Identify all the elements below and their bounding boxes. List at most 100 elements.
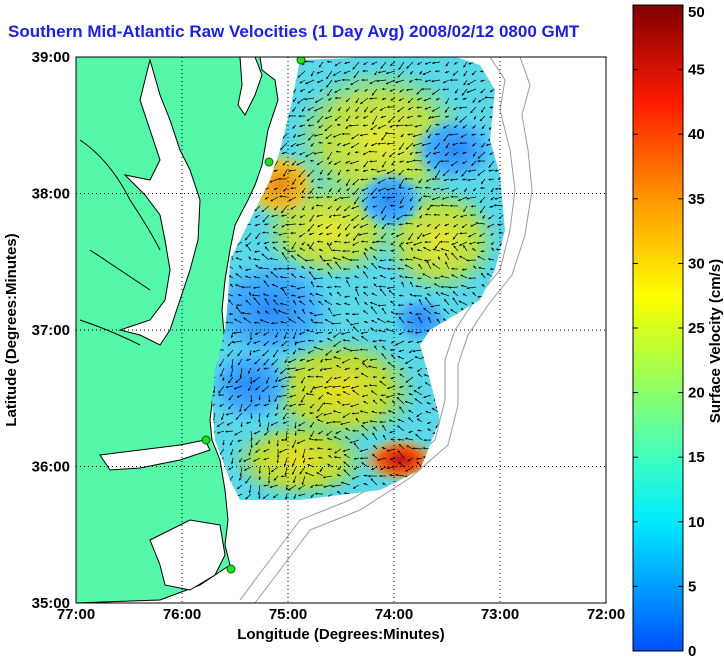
velocity-vector-head bbox=[263, 241, 267, 245]
velocity-vector-head bbox=[397, 418, 401, 422]
velocity-vector-head bbox=[378, 285, 381, 288]
velocity-vector-head bbox=[381, 376, 385, 379]
velocity-vector-head bbox=[336, 208, 339, 211]
velocity-vector-head bbox=[218, 393, 221, 397]
velocity-vector-head bbox=[273, 308, 276, 311]
velocity-vector-head bbox=[266, 428, 269, 431]
velocity-vector-head bbox=[470, 213, 473, 217]
velocity-vector-head bbox=[352, 313, 355, 316]
velocity-vector-head bbox=[363, 291, 366, 295]
velocity-vector-head bbox=[361, 425, 364, 428]
velocity-vector-head bbox=[345, 276, 348, 280]
velocity-vector-head bbox=[362, 69, 365, 73]
velocity-vector-head bbox=[319, 469, 323, 472]
velocity-vector-head bbox=[225, 385, 229, 389]
velocity-vector-head bbox=[309, 246, 312, 250]
velocity-vector-head bbox=[477, 255, 480, 259]
velocity-vector-head bbox=[249, 381, 253, 385]
velocity-vector-head bbox=[488, 169, 491, 172]
velocity-vector-head bbox=[280, 302, 283, 305]
velocity-vector-head bbox=[282, 240, 285, 244]
velocity-vector-head bbox=[410, 281, 413, 285]
velocity-vector-head bbox=[325, 136, 329, 139]
velocity-vector-head bbox=[309, 411, 312, 415]
colorbar-tick-label: 35 bbox=[688, 191, 705, 208]
velocity-vector-head bbox=[397, 109, 400, 113]
velocity-vector-head bbox=[236, 395, 240, 398]
velocity-vector-head bbox=[313, 152, 316, 155]
velocity-vector-head bbox=[363, 62, 366, 65]
velocity-vector-head bbox=[406, 160, 409, 164]
velocity-vector-head bbox=[396, 397, 400, 400]
velocity-vector-head bbox=[489, 205, 492, 208]
velocity-vector-head bbox=[495, 187, 498, 191]
velocity-vector-head bbox=[371, 292, 375, 296]
velocity-vector-head bbox=[285, 497, 288, 500]
velocity-vector-head bbox=[412, 144, 416, 147]
velocity-vector-head bbox=[351, 336, 355, 339]
velocity-vector-head bbox=[417, 114, 420, 118]
velocity-vector-head bbox=[316, 214, 319, 218]
velocity-vector-head bbox=[405, 222, 408, 225]
velocity-vector-head bbox=[304, 60, 307, 63]
velocity-vector-head bbox=[481, 284, 485, 287]
velocity-vector-head bbox=[322, 259, 326, 262]
velocity-vector-head bbox=[415, 434, 418, 437]
velocity-vector-head bbox=[408, 417, 411, 420]
velocity-vector-head bbox=[379, 398, 383, 402]
y-axis-label: Latitude (Degrees:Minutes) bbox=[3, 233, 20, 426]
velocity-vector-head bbox=[291, 412, 295, 415]
velocity-vector-head bbox=[307, 243, 310, 247]
velocity-vector-head bbox=[291, 273, 294, 276]
velocity-vector-head bbox=[253, 431, 257, 435]
velocity-vector-head bbox=[406, 168, 409, 171]
velocity-vector-head bbox=[382, 154, 385, 157]
longitude-tick-label: 77:00 bbox=[57, 606, 95, 623]
velocity-vector-head bbox=[326, 392, 329, 395]
velocity-vector-head bbox=[283, 336, 287, 340]
velocity-vector-head bbox=[309, 447, 312, 451]
velocity-vector-head bbox=[328, 109, 331, 113]
velocity-vector-head bbox=[407, 330, 410, 333]
velocity-vector-head bbox=[326, 421, 329, 425]
velocity-vector-head bbox=[263, 484, 266, 487]
velocity-vector-head bbox=[422, 72, 426, 75]
velocity-vector-head bbox=[328, 307, 331, 311]
velocity-vector-head bbox=[299, 215, 303, 218]
velocity-vector-head bbox=[243, 459, 246, 462]
velocity-vector-head bbox=[406, 116, 410, 119]
velocity-vector-head bbox=[496, 248, 499, 251]
velocity-vector-head bbox=[326, 232, 329, 236]
velocity-vector-head bbox=[290, 207, 294, 210]
colorbar-tick-label: 25 bbox=[688, 320, 705, 337]
velocity-vector-head bbox=[324, 300, 327, 303]
velocity-vector-head bbox=[291, 163, 295, 166]
velocity-vector-head bbox=[309, 191, 312, 194]
velocity-vector-head bbox=[414, 168, 417, 171]
velocity-vector-head bbox=[386, 449, 390, 452]
velocity-vector-head bbox=[327, 337, 330, 341]
velocity-vector-head bbox=[427, 161, 430, 164]
velocity-vector-head bbox=[399, 244, 402, 248]
velocity-vector-head bbox=[362, 362, 365, 366]
velocity-vector-head bbox=[333, 356, 336, 359]
velocity-vector-head bbox=[341, 256, 345, 259]
velocity-vector-head bbox=[390, 300, 393, 304]
velocity-vector-head bbox=[291, 152, 295, 155]
velocity-vector-head bbox=[255, 264, 258, 268]
isobath-line bbox=[254, 57, 533, 603]
velocity-vector-head bbox=[353, 226, 356, 229]
velocity-vector-head bbox=[486, 143, 489, 146]
velocity-vector-head bbox=[352, 326, 356, 329]
velocity-vector-head bbox=[410, 207, 413, 211]
velocity-vector-head bbox=[337, 143, 340, 146]
velocity-vector-head bbox=[334, 456, 337, 459]
velocity-vector-head bbox=[313, 134, 317, 137]
velocity-vector-head bbox=[361, 462, 364, 465]
velocity-vector-head bbox=[334, 63, 338, 66]
velocity-vector-head bbox=[405, 147, 409, 150]
velocity-vector-head bbox=[307, 124, 311, 127]
velocity-vector-head bbox=[453, 107, 456, 110]
velocity-vector-head bbox=[473, 154, 476, 157]
velocity-vector-head bbox=[337, 401, 340, 404]
